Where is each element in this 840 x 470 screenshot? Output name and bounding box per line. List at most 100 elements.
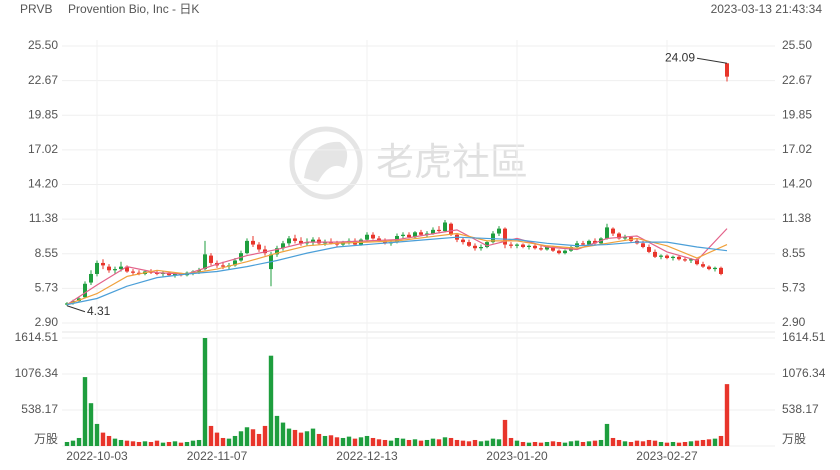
candle-body (545, 247, 549, 250)
volume-bar (604, 423, 610, 446)
volume-bar (724, 384, 730, 446)
volume-bar (532, 441, 538, 446)
candle-body (515, 244, 519, 246)
candle-body (149, 271, 153, 273)
candle-body (467, 242, 471, 246)
volume-tick-label: 1076.34 (15, 366, 59, 380)
volume-bar (166, 441, 172, 446)
candle-body (623, 237, 627, 239)
volume-bar (670, 441, 676, 446)
chart-title: Provention Bio, Inc - 日K (68, 2, 199, 16)
candle-body (701, 264, 705, 267)
x-tick-label: 2023-01-20 (486, 449, 548, 463)
candle-body (323, 242, 327, 244)
volume-bar (112, 438, 118, 446)
volume-bar (334, 437, 340, 446)
candle-body (365, 234, 369, 240)
volume-bar (292, 429, 298, 446)
volume-bar (172, 441, 178, 446)
volume-bar (652, 440, 658, 446)
volume-bar (544, 441, 550, 446)
candle-body (203, 254, 207, 270)
y-tick-label: 2.90 (35, 315, 59, 329)
volume-bar (286, 428, 292, 446)
y-tick-label: 11.38 (29, 211, 58, 225)
volume-bar (664, 442, 670, 446)
volume-bar (70, 440, 76, 446)
volume-bar (598, 439, 604, 446)
candle-body (431, 229, 435, 234)
volume-bar (184, 441, 190, 446)
candle-body (563, 250, 567, 254)
annotation-line (696, 57, 728, 64)
candle-body (533, 245, 537, 249)
candle-body (311, 239, 315, 243)
candle-body (491, 233, 495, 243)
volume-tick-label: 万股 (782, 432, 806, 446)
volume-bar (76, 437, 82, 446)
volume-tick-label: 538.17 (782, 402, 819, 416)
volume-bar (214, 432, 220, 446)
volume-bar (514, 440, 520, 446)
candle-body (233, 260, 237, 266)
volume-bar (406, 439, 412, 446)
y-tick-label: 11.38 (782, 211, 811, 225)
volume-bar (616, 439, 622, 446)
volume-bar (694, 440, 700, 446)
volume-bar (484, 440, 490, 446)
volume-bar (460, 440, 466, 446)
volume-bar (496, 439, 502, 446)
candle-body (641, 243, 645, 248)
candle-body (611, 228, 615, 234)
volume-bar (682, 441, 688, 446)
candle-body (605, 227, 609, 239)
candle-body (125, 266, 129, 272)
y-tick-label: 17.02 (28, 142, 58, 156)
volume-bar (718, 435, 724, 446)
candle-body (401, 234, 405, 236)
volume-bar (304, 431, 310, 446)
candle-body (377, 238, 381, 241)
candle-body (509, 244, 513, 246)
volume-bar (352, 438, 358, 446)
volume-bar (178, 442, 184, 446)
volume-bar (550, 441, 556, 446)
volume-bar (358, 437, 364, 446)
candle-body (335, 243, 339, 245)
volume-bar (688, 441, 694, 446)
volume-bar (412, 439, 418, 446)
volume-bar (262, 425, 268, 446)
volume-bar (370, 437, 376, 446)
watermark-logo (304, 141, 348, 182)
candle-body (245, 240, 249, 254)
volume-bar (130, 441, 136, 446)
low-annotation: 4.31 (87, 304, 111, 318)
volume-bar (502, 419, 508, 446)
volume-bar (244, 427, 250, 446)
moving-average (66, 228, 728, 306)
candle-body (473, 245, 477, 249)
candle-body (287, 238, 291, 244)
volume-bar (298, 432, 304, 446)
candle-body (251, 240, 255, 245)
volume-tick-label: 1614.51 (15, 330, 59, 344)
volume-bar (364, 435, 370, 446)
candle-body (425, 233, 429, 235)
x-tick-label: 2022-10-03 (66, 449, 128, 463)
candle-body (695, 259, 699, 265)
candle-body (155, 272, 159, 274)
volume-bar (388, 440, 394, 446)
volume-bar (478, 441, 484, 446)
candle-body (197, 270, 201, 272)
y-tick-label: 2.90 (782, 315, 806, 329)
candle-body (449, 223, 453, 235)
volume-bar (418, 440, 424, 446)
volume-bar (592, 440, 598, 446)
volume-bar (556, 441, 562, 446)
volume-bar (316, 433, 322, 446)
candle-body (95, 262, 99, 274)
x-tick-label: 2022-12-13 (336, 449, 398, 463)
volume-bar (190, 440, 196, 446)
volume-bar (136, 441, 142, 446)
candle-body (131, 271, 135, 273)
